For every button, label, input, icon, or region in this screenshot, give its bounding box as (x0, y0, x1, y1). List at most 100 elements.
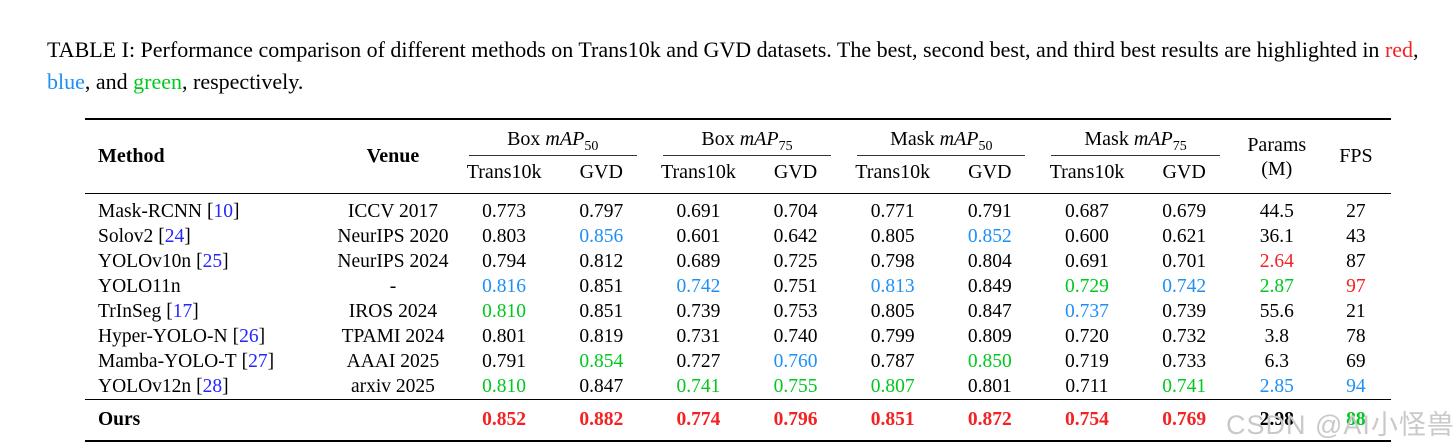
method-cell: YOLO11n (85, 274, 330, 299)
venue-cell: arxiv 2025 (350, 375, 435, 397)
value-cell-box-map50-gvd: 0.856 (579, 225, 624, 247)
venue-cell: IROS 2024 (348, 300, 438, 322)
col-group-box-map50: Box mAP50 (456, 119, 650, 156)
value-cell-box-map50-trans10k: 0.773 (482, 200, 527, 222)
citation: [17] (166, 301, 199, 322)
map-math-label: mAP (545, 128, 585, 150)
value-cell-params: 3.8 (1264, 325, 1289, 347)
value-cell-mask-map50-trans10k: 0.851 (870, 409, 915, 430)
venue-cell: ICCV 2017 (347, 200, 439, 222)
value-cell-box-map75-trans10k: 0.727 (676, 350, 721, 372)
value-cell-box-map50-trans10k: 0.810 (482, 375, 527, 397)
value-cell-mask-map75-trans10k: 0.711 (1065, 375, 1109, 397)
method-name: Mask-RCNN (98, 200, 203, 222)
col-header-fps: FPS (1339, 145, 1373, 167)
method-name: Solov2 (98, 225, 154, 247)
table-row: YOLO11n - 0.816 0.851 0.742 0.751 0.813 … (85, 274, 1391, 299)
venue-cell: AAAI 2025 (346, 350, 440, 372)
method-name: Ours (98, 409, 141, 430)
citation-link[interactable]: 27 (248, 350, 268, 372)
citation: [28] (196, 376, 229, 397)
citation-bracket: [ (241, 350, 249, 372)
value-cell-box-map50-gvd: 0.847 (579, 375, 624, 397)
citation-bracket: [ (166, 300, 173, 322)
caption-segment: blue (47, 69, 85, 94)
value-cell-params: 36.1 (1259, 225, 1294, 247)
col-subheader-trans10k: Trans10k (1049, 161, 1125, 183)
header-group-row: Method Venue Box mAP50 Box mAP75 Mask mA… (85, 119, 1391, 180)
value-cell-box-map75-gvd: 0.725 (773, 250, 818, 272)
group-type-label: Box (507, 128, 546, 150)
value-cell-params: 44.5 (1259, 200, 1294, 222)
map-subscript: 75 (1172, 139, 1187, 154)
method-cell: Mamba-YOLO-T [27] (85, 349, 330, 374)
value-cell-fps: 43 (1346, 225, 1366, 247)
value-cell-mask-map75-trans10k: 0.691 (1065, 250, 1109, 272)
citation: [27] (242, 351, 275, 372)
col-subheader-gvd: GVD (1162, 161, 1206, 183)
method-name: Mamba-YOLO-T (98, 350, 237, 372)
col-subheader-gvd: GVD (579, 161, 623, 183)
value-cell-mask-map75-trans10k: 0.687 (1065, 200, 1109, 222)
value-cell-mask-map75-gvd: 0.701 (1162, 250, 1207, 272)
caption-segment: TABLE I: Performance comparison of diffe… (47, 37, 1385, 62)
value-cell-mask-map50-gvd: 0.801 (967, 375, 1012, 397)
value-cell-mask-map50-gvd: 0.791 (967, 200, 1012, 222)
value-cell-mask-map50-gvd: 0.804 (967, 250, 1012, 272)
method-cell: YOLOv10n [25] (85, 249, 330, 274)
value-cell-box-map75-gvd: 0.740 (773, 325, 818, 347)
value-cell-box-map50-trans10k: 0.801 (482, 325, 527, 347)
group-type-label: Mask (890, 128, 940, 150)
citation-bracket: ] (184, 225, 191, 247)
citation-link[interactable]: 24 (164, 225, 185, 247)
citation-bracket: [ (196, 375, 203, 397)
table-row: Solov2 [24] NeurIPS 2020 0.803 0.856 0.60… (85, 224, 1391, 249)
value-cell-box-map75-trans10k: 0.741 (676, 375, 721, 397)
table-row: Mask-RCNN [10] ICCV 2017 0.773 0.797 0.69… (85, 194, 1391, 225)
citation-link[interactable]: 10 (213, 200, 234, 222)
value-cell-box-map75-gvd: 0.642 (773, 225, 818, 247)
citation-link[interactable]: 26 (239, 325, 259, 347)
value-cell-fps: 78 (1346, 325, 1366, 347)
caption-segment: , respectively. (182, 69, 304, 94)
citation-link[interactable]: 28 (202, 375, 223, 397)
map-subscript: 50 (584, 139, 599, 154)
table-caption: TABLE I: Performance comparison of diffe… (47, 34, 1439, 98)
value-cell-box-map50-trans10k: 0.794 (482, 250, 527, 272)
value-cell-box-map75-trans10k: 0.742 (676, 275, 721, 297)
value-cell-box-map50-trans10k: 0.803 (482, 225, 527, 247)
col-header-venue: Venue (366, 145, 420, 167)
table-row: YOLOv10n [25] NeurIPS 2024 0.794 0.812 0.… (85, 249, 1391, 274)
value-cell-mask-map50-trans10k: 0.771 (870, 200, 915, 222)
citation: [25] (196, 251, 229, 272)
caption-segment: , and (84, 69, 134, 94)
value-cell-mask-map50-trans10k: 0.798 (870, 250, 915, 272)
value-cell-box-map75-gvd: 0.755 (773, 375, 818, 397)
value-cell-params: 6.3 (1264, 350, 1289, 372)
method-cell: Mask-RCNN [10] (85, 194, 330, 225)
value-cell-mask-map50-trans10k: 0.805 (870, 300, 915, 322)
value-cell-params: 2.85 (1259, 375, 1294, 397)
value-cell-box-map75-trans10k: 0.601 (676, 225, 721, 247)
group-type-label: Mask (1084, 128, 1134, 150)
value-cell-box-map75-gvd: 0.753 (773, 300, 818, 322)
value-cell-box-map50-trans10k: 0.816 (482, 275, 527, 297)
value-cell-mask-map75-gvd: 0.769 (1162, 409, 1207, 430)
col-subheader-trans10k: Trans10k (660, 161, 736, 183)
value-cell-fps: 97 (1346, 275, 1366, 297)
citation-link[interactable]: 17 (172, 300, 193, 322)
table-row: Hyper-YOLO-N [26] TPAMI 2024 0.801 0.819 … (85, 324, 1391, 349)
watermark: CSDN @AI小怪兽 (1226, 410, 1455, 440)
params-label-line2: (M) (1261, 157, 1293, 180)
method-name: Hyper-YOLO-N (98, 325, 228, 347)
venue-cell: TPAMI 2024 (341, 325, 445, 347)
value-cell-box-map50-gvd: 0.851 (579, 275, 624, 297)
caption-segment: red (1384, 37, 1414, 62)
value-cell-fps: 69 (1346, 350, 1366, 372)
citation-link[interactable]: 25 (202, 250, 223, 272)
value-cell-mask-map75-trans10k: 0.720 (1065, 325, 1109, 347)
method-name: YOLOv12n (98, 375, 192, 397)
table-body: Mask-RCNN [10] ICCV 2017 0.773 0.797 0.69… (85, 194, 1391, 442)
caption-segment: green (133, 69, 183, 94)
method-cell: TrInSeg [17] (85, 299, 330, 324)
